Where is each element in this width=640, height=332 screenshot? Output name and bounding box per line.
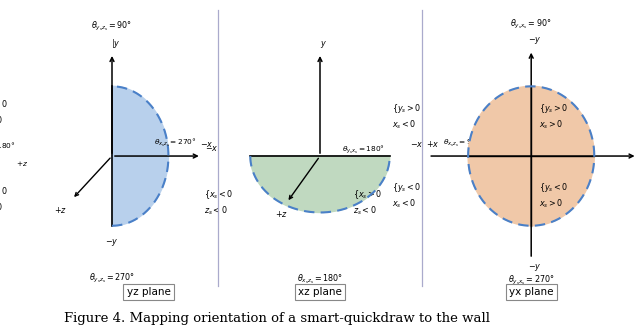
Text: $-x$: $-x$ [205,144,218,153]
Text: $\{x_s < 0$
$z_s < 0$: $\{x_s < 0$ $z_s < 0$ [204,188,233,217]
Text: $\{y_s > 0$
$z_s < 0$: $\{y_s > 0$ $z_s < 0$ [0,98,8,127]
Text: $\theta_{y_s z_s} = 180°$: $\theta_{y_s z_s} = 180°$ [0,140,15,153]
Text: $y$: $y$ [321,39,328,50]
Text: $-x$: $-x$ [200,140,214,149]
Text: $\{y_s < 0$
$z_s < 0$: $\{y_s < 0$ $z_s < 0$ [0,185,8,214]
Text: $+z$: $+z$ [54,205,67,214]
Text: $\{y_s > 0$
$x_s < 0$: $\{y_s > 0$ $x_s < 0$ [392,102,421,131]
Text: $\theta_{y_s z_s} = 270°$: $\theta_{y_s z_s} = 270°$ [89,272,135,286]
Text: $-y$: $-y$ [105,237,119,248]
Text: $\theta_{x_s z_s} = 180°$: $\theta_{x_s z_s} = 180°$ [297,272,343,286]
Text: $-x$: $-x$ [410,140,424,149]
Text: $-y$: $-y$ [529,262,542,273]
Text: $\{y_s < 0$
$x_s < 0$: $\{y_s < 0$ $x_s < 0$ [392,181,421,210]
Text: $\{y_s > 0$
$x_s > 0$: $\{y_s > 0$ $x_s > 0$ [539,102,568,131]
Text: $+x$: $+x$ [426,139,440,149]
Text: $\theta_{y_s x_s} = 180°$: $\theta_{y_s x_s} = 180°$ [342,143,385,156]
Polygon shape [468,86,595,226]
Text: $+z$: $+z$ [275,209,288,219]
Text: $\theta_{x_s z_s} = 90°$: $\theta_{x_s z_s} = 90°$ [443,137,481,149]
Text: $\{y_s < 0$
$x_s > 0$: $\{y_s < 0$ $x_s > 0$ [539,181,568,210]
Text: xz plane: xz plane [298,287,342,297]
Text: yz plane: yz plane [127,287,170,297]
Text: yx plane: yx plane [509,287,554,297]
Polygon shape [250,156,390,212]
Text: $\theta_{x_s z_s} = 270°$: $\theta_{x_s z_s} = 270°$ [154,137,197,149]
Text: $|y$: $|y$ [111,37,120,50]
Text: $+z$: $+z$ [16,159,28,168]
Text: $\theta_{y_s x_s} = 270°$: $\theta_{y_s x_s} = 270°$ [508,274,554,288]
Text: $\{x_s > 0$
$z_s < 0$: $\{x_s > 0$ $z_s < 0$ [353,188,383,217]
Text: Figure 4. Mapping orientation of a smart-quickdraw to the wall: Figure 4. Mapping orientation of a smart… [64,312,490,325]
Polygon shape [112,86,168,226]
Text: $\theta_{y_s x_s} = 90°$: $\theta_{y_s x_s} = 90°$ [511,18,552,31]
Text: $\theta_{y_s z_s} = 90°$: $\theta_{y_s z_s} = 90°$ [92,20,132,33]
Text: $-y$: $-y$ [529,36,542,46]
